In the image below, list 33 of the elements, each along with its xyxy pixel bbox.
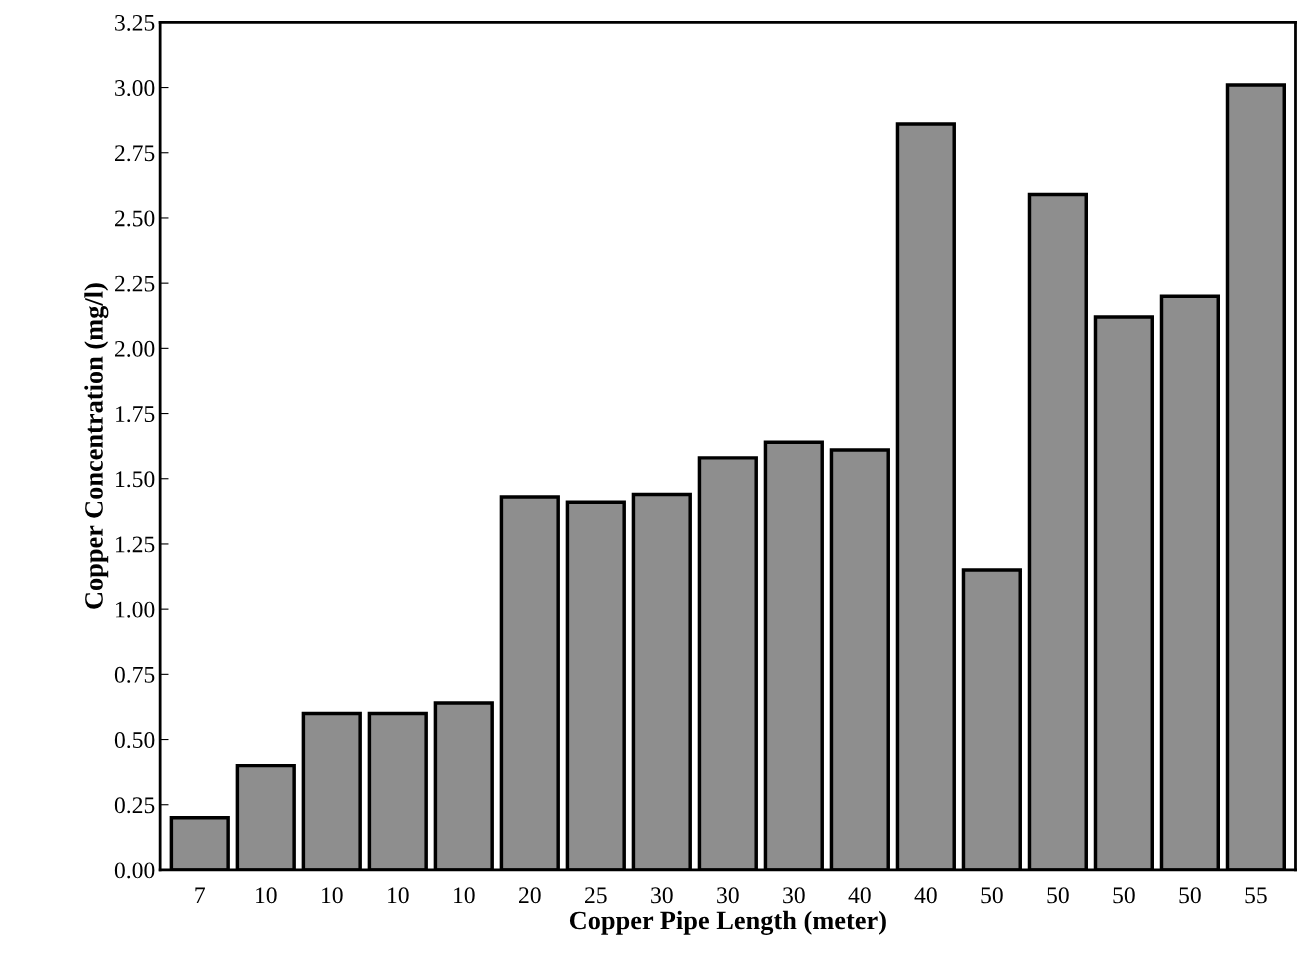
x-tick-label: 10 [322, 887, 343, 904]
x-tick-label: 50 [1113, 887, 1135, 904]
x-tick-label: 25 [585, 887, 607, 904]
y-tick-label: 3.00 [115, 80, 155, 97]
y-tick-label: 0.50 [114, 732, 155, 749]
y-tick-label: 1.50 [116, 471, 155, 488]
y-axis-title: Copper Concentration (mg/l) [84, 283, 109, 609]
x-tick-label: 30 [651, 887, 673, 904]
x-tick-label: 20 [519, 887, 541, 904]
x-tick-label: 30 [783, 887, 805, 904]
y-tick-label: 0.25 [114, 797, 155, 814]
y-tick-label: 1.00 [116, 601, 155, 618]
x-tick-label: 50 [1179, 887, 1201, 904]
y-tick-label: 0.00 [114, 862, 155, 879]
y-tick-label: 2.25 [115, 275, 155, 292]
y-tick-label: 0.75 [114, 666, 155, 683]
y-tick-label: 1.75 [116, 406, 155, 423]
y-tick-label: 2.75 [115, 145, 155, 162]
x-tick-label: 10 [388, 887, 409, 904]
x-tick-label: 50 [1047, 887, 1069, 904]
y-tick-label: 2.00 [115, 340, 155, 357]
x-tick-label: 40 [848, 887, 871, 904]
x-tick-label: 10 [454, 887, 475, 904]
x-axis-title: Copper Pipe Length (meter) [569, 910, 886, 935]
x-tick-label: 50 [981, 887, 1003, 904]
y-tick-label: 2.50 [115, 210, 155, 227]
y-tick-label: 1.25 [116, 536, 155, 553]
x-tick-label: 30 [717, 887, 739, 904]
x-tick-label: 10 [256, 887, 277, 904]
x-tick-label: 55 [1245, 887, 1267, 904]
x-tick-label: 7 [195, 887, 205, 903]
y-tick-label: 3.25 [115, 14, 155, 31]
x-tick-label: 40 [914, 887, 937, 904]
